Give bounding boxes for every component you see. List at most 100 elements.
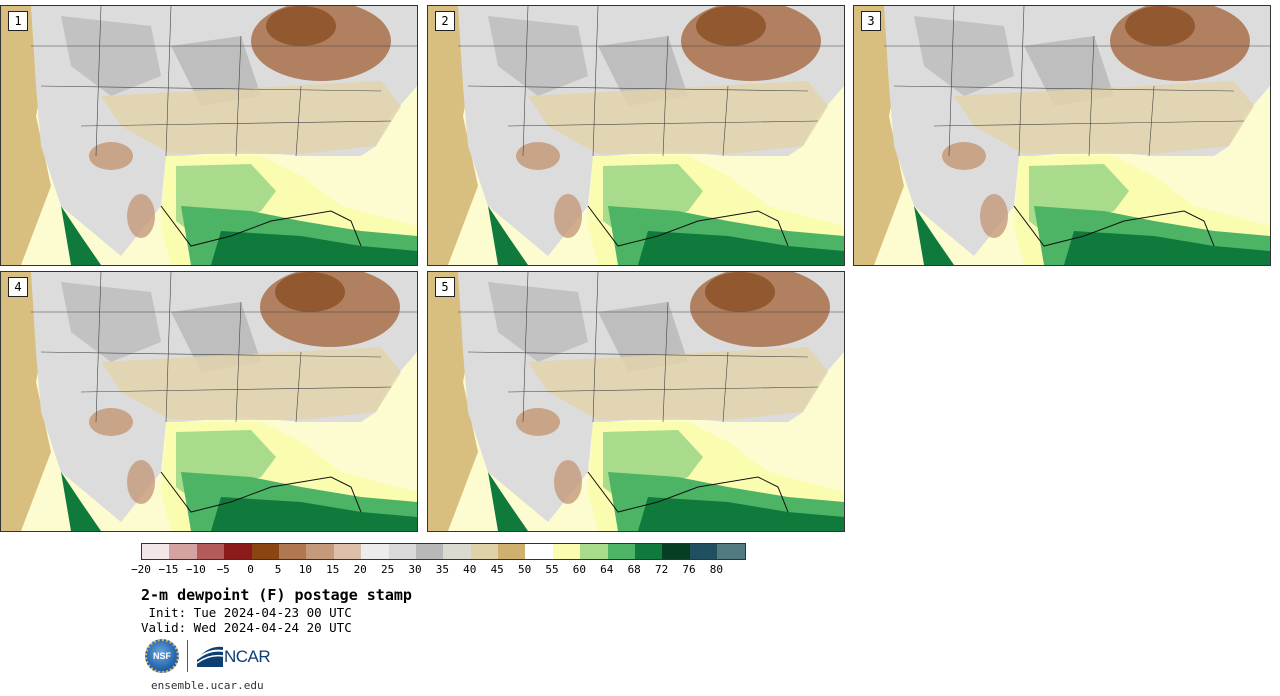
state-border: [165, 272, 172, 423]
dry-patch-southwest: [516, 408, 560, 436]
moist-region-mexico: [61, 206, 101, 265]
colorbar-swatch: [333, 544, 362, 559]
colorbar-swatch: [251, 544, 279, 559]
member-label: 2: [435, 11, 455, 31]
colorbar-swatch: [498, 544, 526, 559]
gulf-coastline: [160, 471, 362, 513]
member-label: 3: [861, 11, 881, 31]
very-dry-core: [696, 6, 766, 46]
member-label: 4: [8, 277, 28, 297]
moist-region-very-high: [211, 231, 417, 265]
colorbar-swatch: [607, 544, 636, 559]
state-border: [893, 85, 1235, 92]
colorbar-tick-label: 60: [572, 563, 587, 576]
dry-patch-southwest: [554, 194, 582, 238]
gulf-coastline: [587, 205, 789, 247]
dry-patch-southwest: [89, 142, 133, 170]
tan-band: [528, 81, 828, 154]
colorbar-swatch: [443, 544, 471, 559]
dry-patch-southwest: [127, 460, 155, 504]
member-label: 5: [435, 277, 455, 297]
dry-patch-southwest: [980, 194, 1008, 238]
state-border: [235, 35, 242, 157]
state-border: [467, 85, 809, 92]
moist-region-mexico: [488, 206, 528, 265]
moist-region-mexico: [61, 472, 101, 531]
dewpoint-map-5: [428, 272, 844, 531]
colorbar-swatch: [525, 544, 553, 559]
colorbar-tick-label: 30: [408, 563, 422, 576]
gulf-coastline: [587, 471, 789, 513]
colorbar-swatch: [169, 544, 197, 559]
dewpoint-map-3: [854, 6, 1270, 265]
state-border: [662, 35, 669, 157]
state-border: [522, 6, 529, 157]
gulf-coastline: [1013, 205, 1215, 247]
west-coast-band: [428, 272, 488, 531]
logo-group: NSF NCAR: [145, 638, 275, 674]
state-border: [165, 6, 172, 157]
state-border: [235, 301, 242, 423]
logo-divider: [187, 640, 188, 672]
state-border: [40, 351, 382, 358]
dry-patch-southwest: [516, 142, 560, 170]
tan-band: [101, 347, 401, 420]
colorbar-tick-label: 20: [353, 563, 367, 576]
gulf-coastline: [160, 205, 362, 247]
state-border: [1018, 6, 1025, 157]
colorbar-swatch: [306, 544, 334, 559]
land-grey-patch: [488, 16, 588, 96]
state-border: [40, 85, 382, 92]
valid-time: Valid: Wed 2024-04-24 20 UTC: [141, 620, 352, 635]
tan-band: [954, 81, 1254, 154]
map-panel-1: 1: [0, 5, 418, 266]
state-border: [295, 85, 302, 157]
very-dry-core: [275, 272, 345, 312]
dewpoint-map-2: [428, 6, 844, 265]
dry-patch-southwest: [554, 460, 582, 504]
moist-region-very-high: [638, 231, 844, 265]
colorbar-swatch: [580, 544, 608, 559]
state-border: [80, 120, 392, 127]
state-border: [933, 120, 1245, 127]
colorbar-tick-label: 10: [298, 563, 313, 576]
colorbar: [141, 543, 746, 560]
map-panel-2: 2: [427, 5, 845, 266]
member-label: 1: [8, 11, 28, 31]
map-panel-5: 5: [427, 271, 845, 532]
ncar-logo: NCAR: [224, 647, 271, 666]
colorbar-swatch: [278, 544, 307, 559]
state-border: [662, 301, 669, 423]
colorbar-swatch: [635, 544, 663, 559]
state-border: [592, 272, 599, 423]
land-grey-patch: [61, 282, 161, 362]
state-border: [522, 272, 529, 423]
very-dry-core: [1125, 6, 1195, 46]
state-border: [467, 351, 809, 358]
colorbar-tick-label: −20: [131, 563, 151, 576]
colorbar-tick-label: 68: [627, 563, 641, 576]
state-border: [95, 272, 102, 423]
very-dry-core: [266, 6, 336, 46]
colorbar-tick-label: −10: [185, 563, 206, 576]
colorbar-swatch: [717, 544, 745, 559]
state-border: [722, 85, 729, 157]
state-border: [80, 386, 392, 393]
tan-band: [101, 81, 401, 154]
very-dry-core: [705, 272, 775, 312]
colorbar-tick-label: 35: [435, 563, 450, 576]
colorbar-tick-label: 25: [380, 563, 395, 576]
moist-region-very-high: [1064, 231, 1270, 265]
nsf-logo: NSF: [145, 639, 179, 673]
colorbar-swatch: [224, 544, 252, 559]
state-border: [1148, 85, 1155, 157]
colorbar-tick-label: 45: [490, 563, 504, 576]
colorbar-tick-label: 76: [682, 563, 696, 576]
west-coast-band: [1, 272, 61, 531]
colorbar-swatch: [388, 544, 416, 559]
colorbar-tick-label: −15: [158, 563, 179, 576]
moist-region-mexico: [914, 206, 954, 265]
map-panel-3: 3: [853, 5, 1271, 266]
colorbar-tick-label: 50: [517, 563, 532, 576]
colorbar-tick-label: 55: [545, 563, 559, 576]
